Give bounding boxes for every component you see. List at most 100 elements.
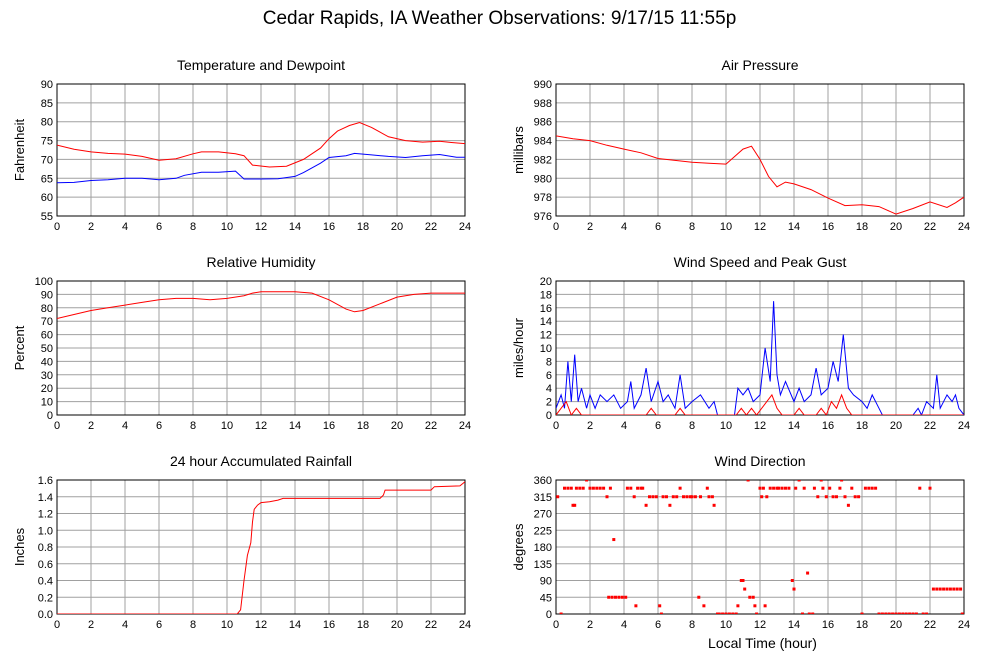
y-tick-label: 14: [540, 316, 552, 328]
data-point: [624, 595, 628, 599]
x-tick-label: 20: [391, 221, 403, 233]
data-point: [790, 579, 794, 582]
chart-title: Wind Speed and Peak Gust: [674, 254, 847, 270]
data-point: [636, 486, 640, 490]
y-tick-label: 45: [540, 592, 552, 604]
data-point: [574, 486, 578, 490]
y-tick-label: 982: [534, 154, 552, 166]
data-point: [806, 571, 810, 575]
x-tick-label: 4: [122, 420, 128, 432]
x-tick-label: 0: [553, 221, 559, 233]
data-point: [758, 486, 762, 490]
x-tick-label: 2: [587, 221, 593, 233]
x-tick-label: 20: [391, 619, 403, 631]
data-point: [569, 486, 573, 490]
x-tick-label: 4: [621, 221, 627, 233]
data-point: [675, 495, 679, 499]
data-point: [598, 486, 602, 490]
data-point: [753, 604, 757, 608]
y-tick-label: 8: [546, 356, 552, 368]
series-line-0: [556, 301, 964, 415]
data-point: [816, 495, 820, 499]
data-point: [629, 486, 633, 490]
y-tick-label: 984: [534, 136, 552, 148]
data-point: [828, 486, 832, 490]
x-tick-label: 6: [655, 221, 661, 233]
x-tick-label: 18: [357, 619, 369, 631]
x-tick-label: 22: [425, 420, 437, 432]
data-point: [887, 612, 891, 614]
x-tick-label: 18: [357, 420, 369, 432]
y-tick-label: 30: [41, 370, 53, 382]
chart-title: Relative Humidity: [207, 254, 316, 270]
series-line-0: [57, 481, 465, 614]
y-tick-label: 50: [41, 343, 53, 355]
y-tick-label: 40: [41, 356, 53, 368]
data-point: [588, 486, 592, 490]
page-title: Cedar Rapids, IA Weather Observations: 9…: [262, 8, 737, 29]
data-point: [787, 486, 791, 490]
y-tick-label: 0.2: [38, 592, 53, 604]
y-tick-label: 75: [41, 136, 53, 148]
data-point: [671, 495, 675, 499]
data-point: [620, 595, 624, 599]
x-tick-label: 16: [323, 221, 335, 233]
x-tick-label: 10: [221, 221, 233, 233]
y-tick-label: 85: [41, 98, 53, 110]
x-tick-label: 18: [357, 221, 369, 233]
x-tick-label: 0: [553, 619, 559, 631]
y-tick-label: 10: [41, 397, 53, 409]
data-point: [697, 595, 701, 599]
data-point: [797, 480, 801, 482]
y-tick-label: 1.0: [38, 525, 53, 537]
y-tick-label: 90: [540, 576, 552, 588]
data-point: [651, 495, 655, 499]
y-tick-label: 1.4: [38, 492, 53, 504]
data-point: [846, 503, 850, 507]
data-point: [717, 612, 721, 614]
data-point: [765, 495, 769, 499]
series-line-0: [556, 135, 964, 215]
data-point: [585, 480, 589, 482]
data-point: [739, 579, 743, 582]
x-tick-label: 8: [689, 221, 695, 233]
chart-title: Air Pressure: [721, 57, 798, 73]
y-tick-label: 10: [540, 343, 552, 355]
y-tick-label: 60: [41, 192, 53, 204]
x-tick-label: 6: [655, 420, 661, 432]
series-line-1: [57, 152, 465, 184]
data-point: [884, 612, 888, 614]
data-point: [867, 486, 871, 490]
data-point: [942, 587, 946, 591]
data-point: [935, 587, 939, 591]
data-point: [571, 503, 575, 507]
data-point: [824, 495, 828, 499]
y-tick-label: 20: [41, 383, 53, 395]
data-point: [761, 486, 765, 490]
x-axis-label: Local Time (hour): [708, 635, 817, 651]
x-tick-label: 2: [88, 221, 94, 233]
y-tick-label: 1.6: [38, 475, 53, 487]
y-tick-label: 1.2: [38, 509, 53, 521]
data-point: [741, 579, 745, 582]
data-point: [690, 495, 694, 499]
x-tick-label: 4: [621, 420, 627, 432]
data-point: [840, 480, 844, 482]
data-point: [581, 486, 585, 490]
x-tick-label: 2: [88, 420, 94, 432]
data-point: [639, 486, 643, 490]
data-point: [880, 612, 884, 614]
data-point: [712, 503, 716, 507]
x-tick-label: 14: [289, 221, 301, 233]
data-point: [794, 486, 798, 490]
y-tick-label: 0.8: [38, 542, 53, 554]
data-point: [648, 495, 651, 499]
data-point: [780, 486, 784, 490]
y-axis-label: Inches: [12, 527, 27, 566]
data-point: [925, 612, 929, 614]
chart-title: 24 hour Accumulated Rainfall: [170, 453, 352, 469]
y-axis-label: millibars: [511, 126, 526, 174]
x-tick-label: 22: [924, 420, 936, 432]
